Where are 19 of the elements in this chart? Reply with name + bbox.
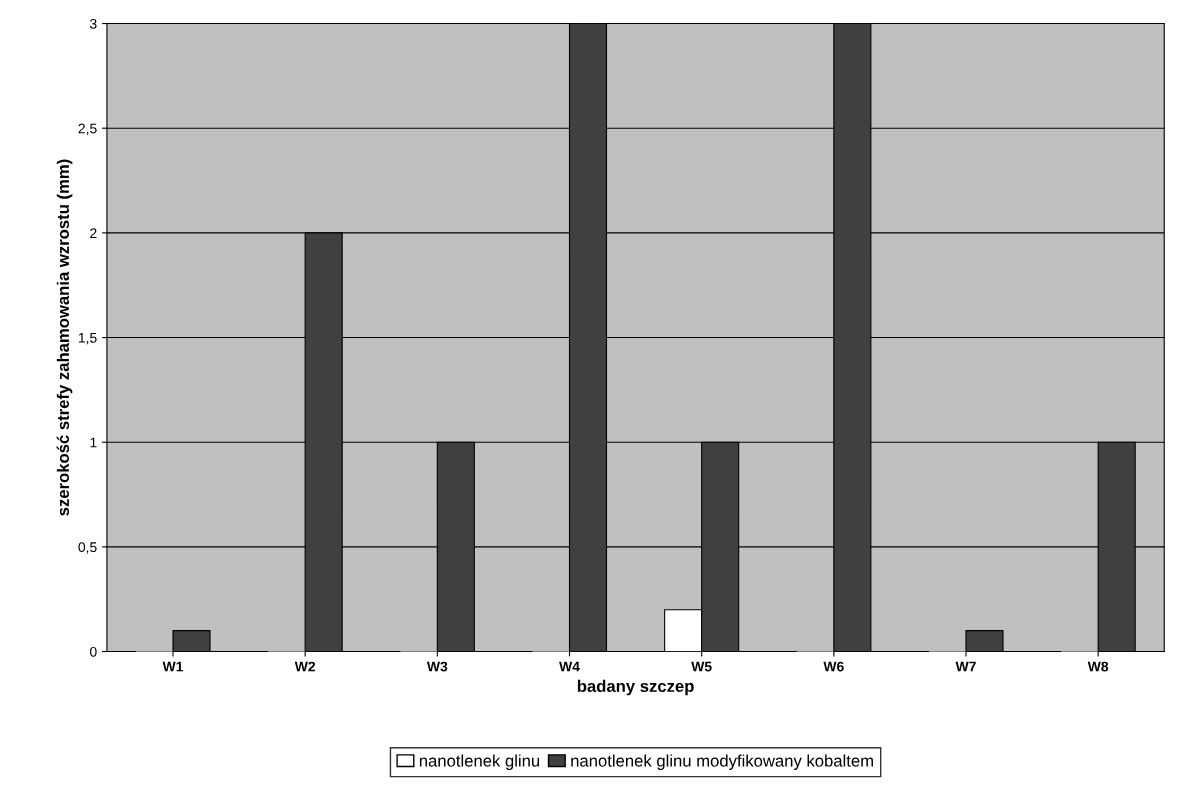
y-tick-label: 3 — [90, 18, 97, 29]
y-tick-label: 1 — [90, 437, 97, 448]
y-tick-label: 2 — [90, 228, 97, 238]
x-tick-label: W7 — [955, 661, 976, 672]
legend-label: nanotlenek glinu — [419, 754, 540, 771]
y-tick-label: 0 — [90, 646, 97, 657]
x-tick-label: W2 — [294, 661, 316, 672]
x-tick-label: W4 — [559, 661, 580, 672]
y-tick-label: 0,5 — [78, 542, 97, 554]
legend-label: nanotlenek glinu modyfikowany kobaltem — [571, 754, 873, 771]
y-axis-title: szerokość strefy zahamowania wzrostu (mm) — [56, 159, 73, 516]
x-tick-label: W8 — [1087, 661, 1109, 672]
y-tick-label: 1,5 — [78, 333, 97, 345]
x-tick-label: W5 — [691, 661, 712, 672]
x-axis-title: badany szczep — [577, 679, 694, 696]
x-tick-label: W6 — [823, 661, 844, 672]
x-tick-label: W1 — [162, 661, 184, 672]
x-tick-label: W3 — [426, 661, 448, 672]
y-tick-label: 2,5 — [78, 123, 97, 136]
